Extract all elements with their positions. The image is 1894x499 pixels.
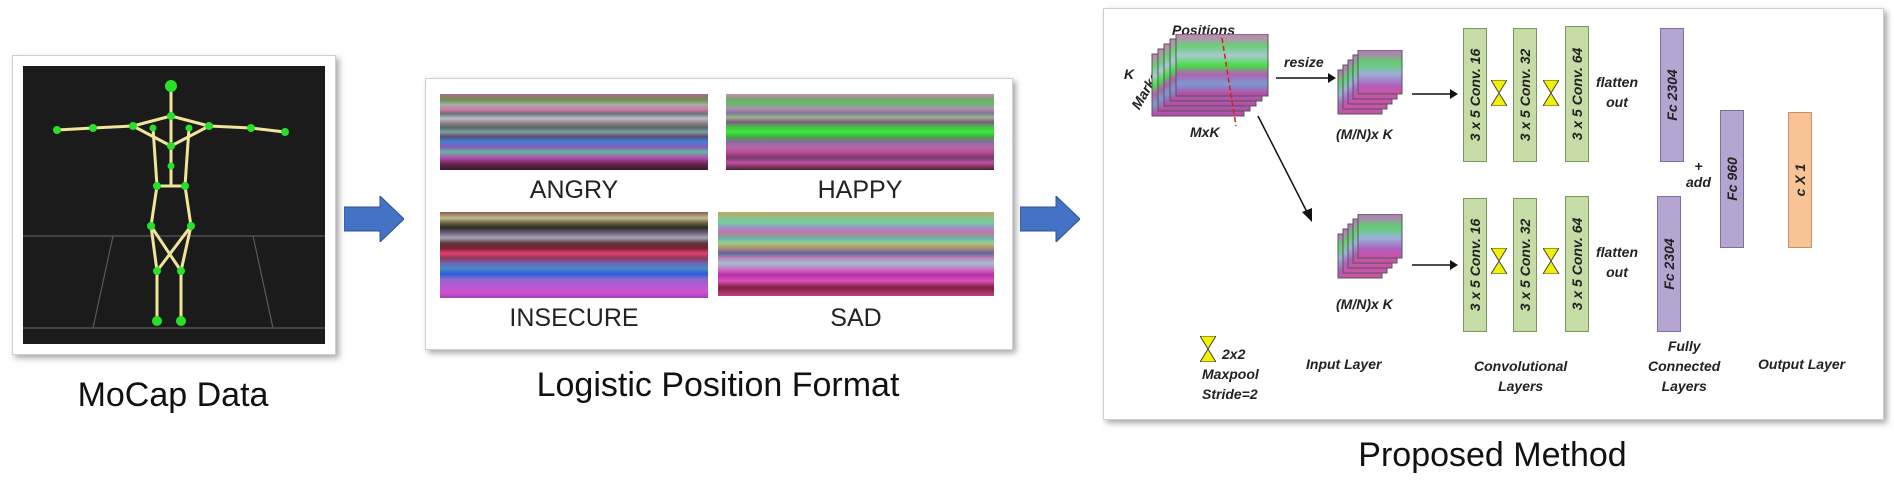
conv-layers-label: Convolutional Layers: [1474, 358, 1568, 394]
output-layer-label: Output Layer: [1758, 356, 1846, 372]
fc2304-top-block: Fc 2304: [1660, 28, 1684, 162]
mocap-skeleton-image: [23, 66, 325, 344]
sad-strip: [718, 212, 994, 296]
maxpool-hourglass-icon: [1491, 248, 1507, 274]
input-layer-label: Input Layer: [1306, 356, 1382, 372]
conv32-top-block: 3 x 5 Conv. 32: [1513, 28, 1537, 162]
maxpool-size-label: 2x2: [1222, 346, 1246, 362]
maxpool-legend-icon: [1200, 336, 1216, 362]
add-label: + add: [1686, 158, 1711, 190]
branch-arrow-icon: [1257, 115, 1312, 222]
flatten-top-label: flatten out: [1596, 74, 1638, 110]
resized-stack-bottom: [1337, 214, 1403, 279]
conv32-bottom-block: 3 x 5 Conv. 32: [1513, 198, 1537, 332]
fc-layers-label: Fully Connected Layers: [1648, 338, 1721, 394]
maxpool-hourglass-icon: [1491, 80, 1507, 106]
sad-label: SAD: [830, 304, 882, 332]
mxk-label: MxK: [1190, 124, 1220, 140]
fc2304-bottom-block: Fc 2304: [1657, 196, 1681, 332]
logistic-caption: Logistic Position Format: [536, 366, 900, 404]
insecure-strip: [440, 212, 708, 298]
conv64-top-block: 3 x 5 Conv. 64: [1565, 26, 1589, 162]
maxpool-label: Maxpool: [1202, 366, 1259, 382]
stride-label: Stride=2: [1202, 386, 1258, 402]
conv16-top-block: 3 x 5 Conv. 16: [1463, 28, 1487, 162]
insecure-label: INSECURE: [509, 304, 639, 332]
conv16-bottom-block: 3 x 5 Conv. 16: [1463, 198, 1487, 332]
mocap-caption: MoCap Data: [77, 376, 269, 414]
resize-label: resize: [1284, 54, 1324, 70]
proposed-caption: Proposed Method: [1358, 436, 1627, 474]
mnk-bottom-label: (M/N)x K: [1336, 296, 1393, 312]
arrow-to-conv-top-icon: [1412, 89, 1458, 99]
happy-label: HAPPY: [817, 176, 903, 204]
fc960-block: Fc 960: [1720, 110, 1744, 248]
happy-strip: [726, 94, 994, 170]
input-stack: [1151, 34, 1269, 127]
conv64-bottom-block: 3 x 5 Conv. 64: [1565, 196, 1589, 332]
mnk-top-label: (M/N)x K: [1336, 126, 1393, 142]
resize-arrow-icon: [1276, 73, 1336, 83]
angry-strip: [440, 94, 708, 170]
angry-label: ANGRY: [529, 176, 619, 204]
mocap-panel: [12, 55, 336, 355]
k-label: K: [1124, 66, 1135, 82]
arrow-right-icon: [1020, 196, 1080, 242]
output-block: c X 1: [1788, 112, 1812, 248]
flatten-bottom-label: flatten out: [1596, 244, 1638, 280]
arrow-right-icon: [344, 196, 404, 242]
arrow-to-conv-bottom-icon: [1412, 260, 1458, 270]
resized-stack-top: [1337, 50, 1403, 115]
maxpool-hourglass-icon: [1543, 80, 1559, 106]
maxpool-hourglass-icon: [1543, 248, 1559, 274]
